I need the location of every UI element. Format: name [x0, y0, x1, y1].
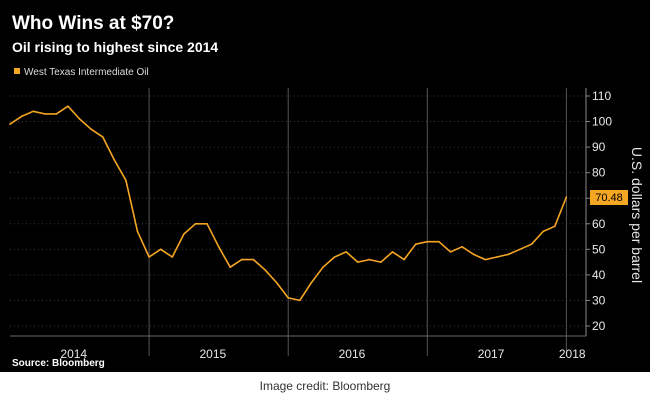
y-tick-label: 40 — [592, 268, 606, 282]
year-separators — [148, 88, 567, 356]
data-point — [368, 258, 371, 261]
data-point — [252, 258, 255, 261]
legend-swatch — [14, 68, 20, 74]
data-point — [136, 230, 139, 233]
data-point — [194, 223, 197, 225]
data-point — [264, 269, 266, 271]
data-point — [322, 266, 324, 269]
data-point — [310, 281, 313, 284]
data-point — [275, 281, 278, 284]
data-point — [159, 248, 162, 251]
data-point — [380, 261, 382, 263]
x-year-label: 2017 — [478, 347, 505, 361]
last-value-box — [590, 190, 628, 205]
series-layer — [9, 105, 568, 302]
y-tick-label: 30 — [592, 293, 606, 307]
data-point — [217, 246, 220, 248]
data-point — [229, 266, 231, 269]
y-tick-label: 110 — [592, 89, 611, 103]
data-point — [426, 240, 429, 243]
data-point — [78, 118, 81, 120]
data-point — [44, 113, 46, 115]
data-point — [90, 128, 92, 130]
data-point — [206, 223, 208, 225]
data-point — [20, 115, 23, 118]
data-point — [101, 136, 104, 138]
data-point — [565, 196, 568, 198]
chart-subtitle: Oil rising to highest since 2014 — [12, 39, 218, 55]
data-point — [357, 261, 359, 263]
data-point — [171, 256, 174, 258]
x-year-label: 2015 — [200, 347, 227, 361]
data-point — [9, 123, 11, 125]
x-year-label: 2016 — [339, 347, 366, 361]
data-point — [241, 258, 243, 261]
data-point — [484, 258, 487, 261]
data-point — [345, 251, 348, 253]
data-point — [414, 243, 417, 245]
last-value-label: 70.48 — [595, 192, 623, 204]
data-point — [438, 240, 440, 243]
data-point — [496, 256, 498, 258]
gridlines — [10, 95, 586, 327]
x-year-label: 2014 — [60, 347, 87, 361]
data-point — [391, 251, 394, 253]
source-note: Source: Bloomberg — [12, 358, 105, 369]
x-year-label: 2018 — [559, 347, 586, 361]
data-point — [519, 248, 521, 251]
y-tick-label: 100 — [592, 115, 612, 129]
data-point — [554, 225, 556, 228]
data-point — [55, 113, 58, 115]
data-point — [507, 253, 510, 256]
data-point — [148, 256, 150, 258]
y-tick-labels: 2030405060708090100110 — [586, 89, 612, 333]
y-tick-label: 20 — [592, 319, 606, 333]
data-point — [113, 159, 116, 161]
data-point — [67, 105, 69, 107]
y-tick-label: 60 — [592, 217, 606, 231]
last-value-badge: 70.48 — [590, 190, 628, 205]
y-tick-label: 90 — [592, 140, 606, 154]
x-year-labels: 2014 2015 2016 2017 2018 — [60, 347, 585, 361]
data-point — [125, 179, 127, 182]
y-axis-label: U.S. dollars per barrel — [629, 147, 645, 283]
chart-title: Who Wins at $70? — [12, 13, 174, 34]
data-point — [403, 258, 405, 261]
data-point — [530, 243, 533, 245]
data-point — [472, 253, 475, 256]
data-point — [32, 110, 34, 113]
y-tick-label: 50 — [592, 242, 606, 256]
legend-label: West Texas Intermediate Oil — [24, 67, 149, 78]
data-point — [287, 297, 290, 299]
data-point — [449, 251, 452, 253]
y-tick-label: 80 — [592, 166, 606, 180]
data-point — [183, 233, 185, 235]
image-credit: Image credit: Bloomberg — [0, 372, 650, 400]
data-point — [542, 230, 544, 233]
chart: Who Wins at $70? Oil rising to highest s… — [9, 13, 645, 369]
data-point — [333, 256, 336, 258]
data-point — [461, 246, 463, 248]
data-point — [299, 299, 301, 302]
